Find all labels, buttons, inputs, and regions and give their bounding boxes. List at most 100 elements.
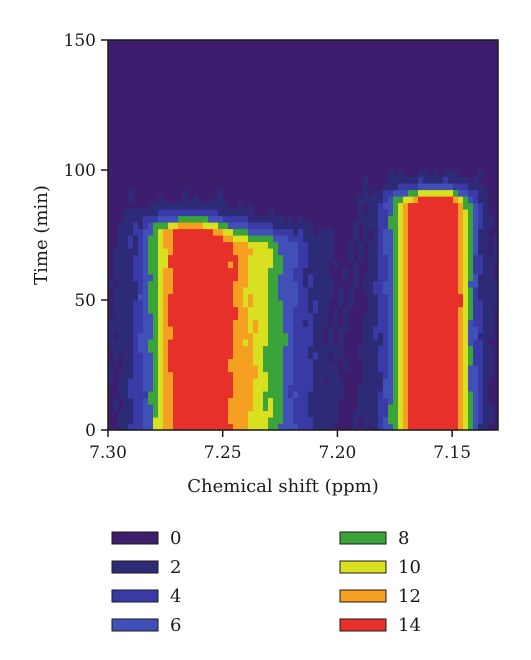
heatmap-cell: [168, 313, 174, 321]
heatmap-cell: [458, 267, 464, 275]
heatmap-cell: [178, 267, 184, 275]
heatmap-cell: [133, 371, 139, 379]
heatmap-cell: [198, 378, 204, 386]
heatmap-cell: [308, 404, 314, 412]
heatmap-cell: [198, 248, 204, 256]
heatmap-cell: [418, 313, 424, 321]
heatmap-cell: [223, 293, 229, 301]
heatmap-cell: [288, 332, 294, 340]
heatmap-cell: [123, 228, 129, 236]
heatmap-cell: [313, 241, 319, 249]
heatmap-cell: [433, 274, 439, 282]
heatmap-cell: [208, 254, 214, 262]
heatmap-cell: [468, 391, 474, 399]
heatmap-cell: [123, 209, 129, 217]
heatmap-cell: [398, 267, 404, 275]
heatmap-cell: [398, 404, 404, 412]
heatmap-cell: [373, 248, 379, 256]
heatmap-cell: [373, 391, 379, 399]
heatmap-cell: [128, 417, 134, 425]
heatmap-cell: [203, 228, 209, 236]
heatmap-cell: [288, 345, 294, 353]
heatmap-cell: [343, 326, 349, 334]
heatmap-cell: [473, 196, 479, 204]
heatmap-cell: [398, 423, 404, 431]
heatmap-cell: [358, 397, 364, 405]
heatmap-cell: [223, 287, 229, 295]
heatmap-cell: [213, 326, 219, 334]
heatmap-cell: [418, 196, 424, 204]
heatmap-cell: [443, 306, 449, 314]
heatmap-cell: [243, 313, 249, 321]
heatmap-cell: [188, 417, 194, 425]
heatmap-cell: [263, 300, 269, 308]
heatmap-cell: [298, 300, 304, 308]
heatmap-cell: [128, 287, 134, 295]
heatmap-cell: [428, 183, 434, 191]
heatmap-cell: [473, 384, 479, 392]
heatmap-cell: [463, 228, 469, 236]
heatmap-cell: [248, 365, 254, 373]
heatmap-cell: [133, 300, 139, 308]
heatmap-cell: [268, 384, 274, 392]
heatmap-cell: [163, 287, 169, 295]
heatmap-cell: [433, 189, 439, 197]
heatmap-cell: [123, 332, 129, 340]
heatmap-cell: [488, 404, 494, 412]
heatmap-cell: [388, 261, 394, 269]
heatmap-cell: [468, 196, 474, 204]
heatmap-cell: [443, 222, 449, 230]
heatmap-cell: [168, 215, 174, 223]
heatmap-cell: [198, 274, 204, 282]
heatmap-cell: [478, 332, 484, 340]
heatmap-cell: [178, 332, 184, 340]
heatmap-cell: [123, 293, 129, 301]
heatmap-cell: [453, 391, 459, 399]
heatmap-cell: [153, 423, 159, 431]
heatmap-cell: [213, 280, 219, 288]
heatmap-cell: [148, 410, 154, 418]
heatmap-cell: [178, 417, 184, 425]
heatmap-cell: [158, 222, 164, 230]
heatmap-cell: [253, 378, 259, 386]
heatmap-cell: [188, 339, 194, 347]
heatmap-cell: [118, 280, 124, 288]
heatmap-cell: [218, 280, 224, 288]
heatmap-cell: [318, 267, 324, 275]
heatmap-cell: [443, 391, 449, 399]
heatmap-cell: [148, 404, 154, 412]
heatmap-cell: [378, 410, 384, 418]
heatmap-cell: [218, 391, 224, 399]
heatmap-cell: [453, 306, 459, 314]
heatmap-cell: [128, 410, 134, 418]
heatmap-cell: [403, 339, 409, 347]
plot-frame: [107, 39, 499, 431]
heatmap-cell: [308, 339, 314, 347]
heatmap-cell: [158, 326, 164, 334]
heatmap-cell: [133, 339, 139, 347]
heatmap-cell: [393, 326, 399, 334]
heatmap-cell: [168, 274, 174, 282]
heatmap-cell: [418, 417, 424, 425]
heatmap-cell: [153, 358, 159, 366]
heatmap-cell: [198, 345, 204, 353]
heatmap-cell: [118, 235, 124, 243]
heatmap-cell: [118, 384, 124, 392]
heatmap-cell: [173, 274, 179, 282]
heatmap-cell: [128, 300, 134, 308]
heatmap-cell: [183, 241, 189, 249]
heatmap-cell: [168, 248, 174, 256]
heatmap-cell: [188, 391, 194, 399]
heatmap-cell: [448, 254, 454, 262]
heatmap-cell: [488, 267, 494, 275]
heatmap-cell: [188, 404, 194, 412]
y-tick-label: 0: [85, 421, 96, 441]
heatmap-cell: [318, 300, 324, 308]
legend-label: 10: [398, 557, 421, 578]
heatmap-cell: [473, 261, 479, 269]
heatmap-cell: [303, 228, 309, 236]
heatmap-cell: [308, 222, 314, 230]
heatmap-cell: [253, 358, 259, 366]
heatmap-cell: [128, 358, 134, 366]
